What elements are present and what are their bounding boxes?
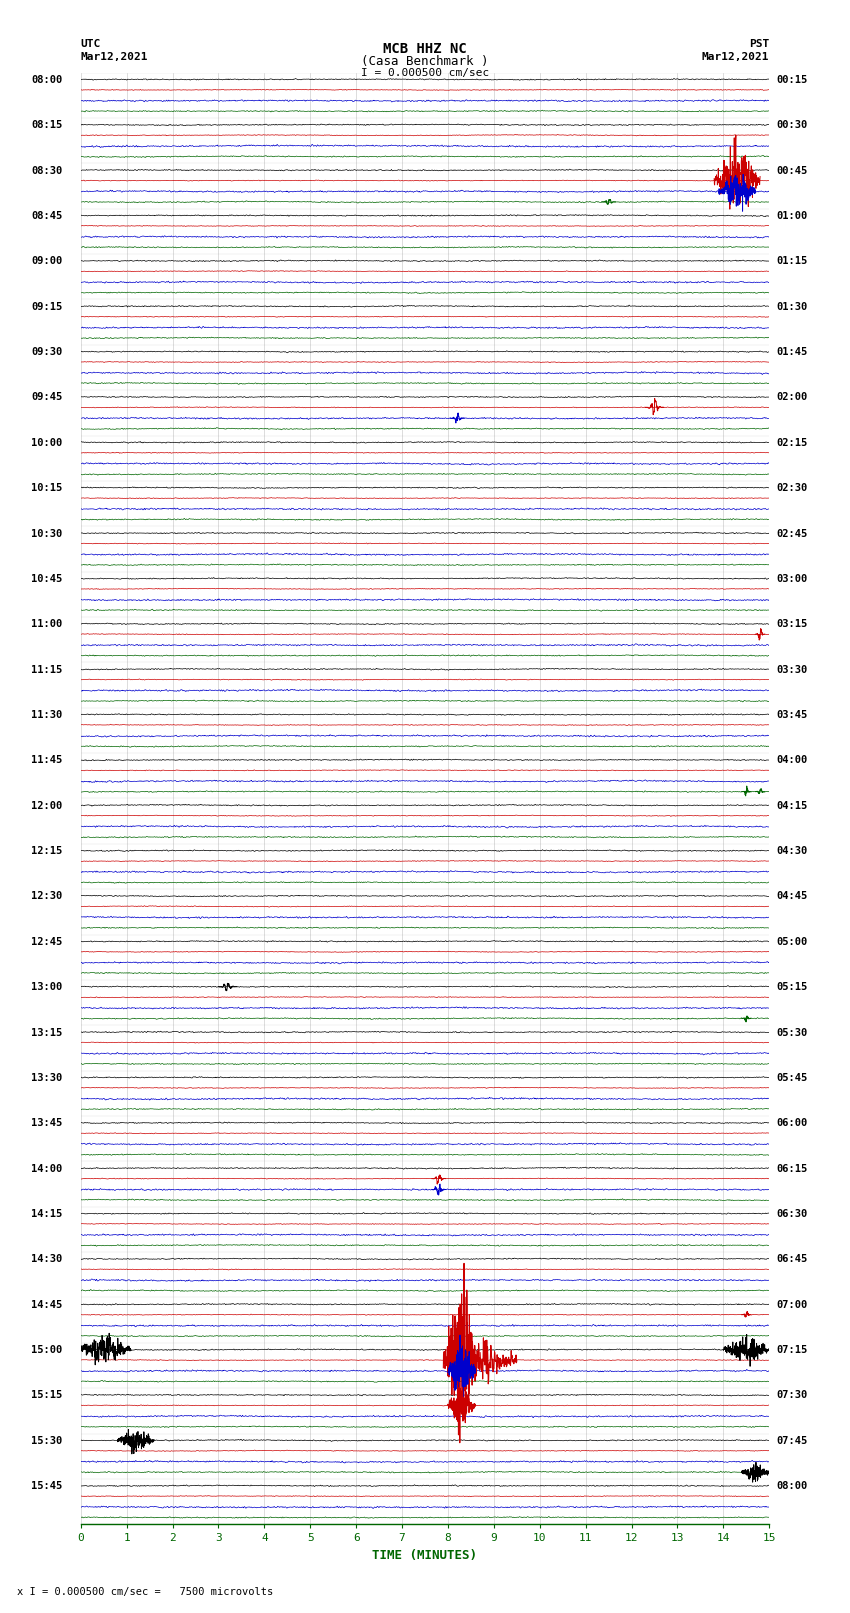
Text: 03:45: 03:45 [776, 710, 808, 719]
Text: 13:30: 13:30 [31, 1073, 62, 1082]
Text: 08:30: 08:30 [31, 166, 62, 176]
Text: 12:45: 12:45 [31, 937, 62, 947]
Text: 15:30: 15:30 [31, 1436, 62, 1445]
Text: 06:30: 06:30 [776, 1210, 808, 1219]
Text: PST: PST [749, 39, 769, 48]
Text: 15:15: 15:15 [31, 1390, 62, 1400]
Text: 11:15: 11:15 [31, 665, 62, 674]
Text: 10:15: 10:15 [31, 484, 62, 494]
Text: 05:15: 05:15 [776, 982, 808, 992]
Text: 11:00: 11:00 [31, 619, 62, 629]
Text: 00:45: 00:45 [776, 166, 808, 176]
Text: 06:15: 06:15 [776, 1163, 808, 1174]
Text: 01:45: 01:45 [776, 347, 808, 356]
Text: 14:45: 14:45 [31, 1300, 62, 1310]
Text: 00:15: 00:15 [776, 74, 808, 85]
Text: 07:30: 07:30 [776, 1390, 808, 1400]
Text: x I = 0.000500 cm/sec =   7500 microvolts: x I = 0.000500 cm/sec = 7500 microvolts [17, 1587, 273, 1597]
Text: 14:00: 14:00 [31, 1163, 62, 1174]
Text: 12:15: 12:15 [31, 847, 62, 857]
Text: (Casa Benchmark ): (Casa Benchmark ) [361, 55, 489, 68]
Text: 05:45: 05:45 [776, 1073, 808, 1082]
Text: 09:00: 09:00 [31, 256, 62, 266]
Text: 04:30: 04:30 [776, 847, 808, 857]
Text: UTC: UTC [81, 39, 101, 48]
Text: 11:30: 11:30 [31, 710, 62, 719]
Text: Mar12,2021: Mar12,2021 [81, 52, 148, 61]
Text: 04:00: 04:00 [776, 755, 808, 765]
Text: 04:15: 04:15 [776, 800, 808, 811]
Text: 07:00: 07:00 [776, 1300, 808, 1310]
Text: 09:45: 09:45 [31, 392, 62, 402]
Text: 00:30: 00:30 [776, 121, 808, 131]
Text: 05:30: 05:30 [776, 1027, 808, 1037]
Text: 03:30: 03:30 [776, 665, 808, 674]
Text: Mar12,2021: Mar12,2021 [702, 52, 769, 61]
Text: 08:15: 08:15 [31, 121, 62, 131]
Text: 11:45: 11:45 [31, 755, 62, 765]
Text: 07:45: 07:45 [776, 1436, 808, 1445]
Text: 08:00: 08:00 [776, 1481, 808, 1490]
Text: 12:30: 12:30 [31, 892, 62, 902]
Text: 10:30: 10:30 [31, 529, 62, 539]
Text: 01:15: 01:15 [776, 256, 808, 266]
Text: 12:00: 12:00 [31, 800, 62, 811]
Text: 06:45: 06:45 [776, 1255, 808, 1265]
Text: 13:00: 13:00 [31, 982, 62, 992]
Text: MCB HHZ NC: MCB HHZ NC [383, 42, 467, 56]
Text: 15:00: 15:00 [31, 1345, 62, 1355]
Text: 03:15: 03:15 [776, 619, 808, 629]
Text: 13:45: 13:45 [31, 1118, 62, 1127]
Text: 03:00: 03:00 [776, 574, 808, 584]
Text: I = 0.000500 cm/sec: I = 0.000500 cm/sec [361, 68, 489, 77]
X-axis label: TIME (MINUTES): TIME (MINUTES) [372, 1548, 478, 1561]
Text: 05:00: 05:00 [776, 937, 808, 947]
Text: 14:30: 14:30 [31, 1255, 62, 1265]
Text: 10:00: 10:00 [31, 437, 62, 448]
Text: 14:15: 14:15 [31, 1210, 62, 1219]
Text: 09:15: 09:15 [31, 302, 62, 311]
Text: 01:00: 01:00 [776, 211, 808, 221]
Text: 06:00: 06:00 [776, 1118, 808, 1127]
Text: 09:30: 09:30 [31, 347, 62, 356]
Text: 02:00: 02:00 [776, 392, 808, 402]
Text: 08:45: 08:45 [31, 211, 62, 221]
Text: 13:15: 13:15 [31, 1027, 62, 1037]
Text: 01:30: 01:30 [776, 302, 808, 311]
Text: 10:45: 10:45 [31, 574, 62, 584]
Text: 02:15: 02:15 [776, 437, 808, 448]
Text: 08:00: 08:00 [31, 74, 62, 85]
Text: 15:45: 15:45 [31, 1481, 62, 1490]
Text: 02:45: 02:45 [776, 529, 808, 539]
Text: 02:30: 02:30 [776, 484, 808, 494]
Text: 04:45: 04:45 [776, 892, 808, 902]
Text: 07:15: 07:15 [776, 1345, 808, 1355]
